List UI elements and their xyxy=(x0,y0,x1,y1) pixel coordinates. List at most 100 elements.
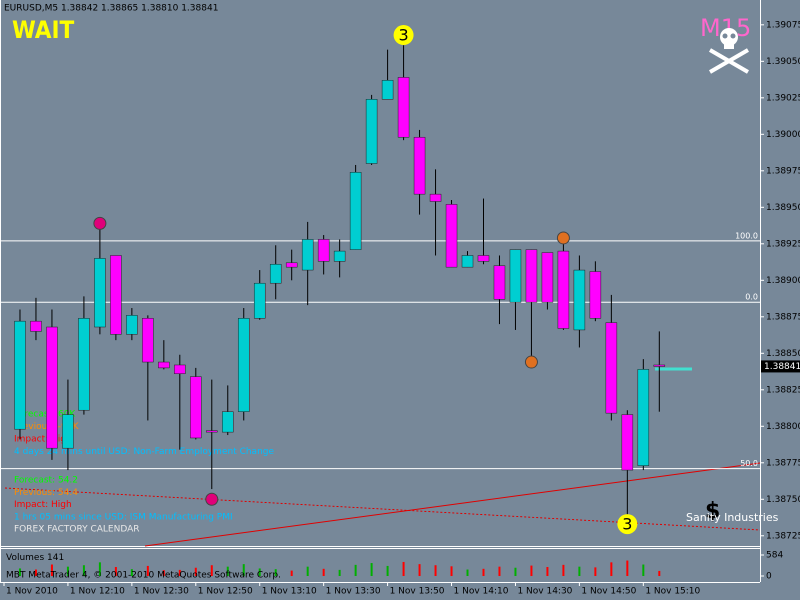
x-tick-label: 1 Nov 14:50 xyxy=(581,587,636,597)
signal-marker xyxy=(524,355,538,369)
candle-body xyxy=(237,318,250,412)
candle-body xyxy=(429,193,442,202)
candle-body xyxy=(253,282,266,319)
candle-body xyxy=(222,411,234,433)
x-tick-label: 1 Nov 13:10 xyxy=(262,587,317,597)
news-text: Impact: High xyxy=(14,500,72,510)
price-box xyxy=(761,360,800,373)
x-tick-label: 1 Nov 14:10 xyxy=(454,587,509,597)
x-tick-label: 1 Nov 14:30 xyxy=(517,587,572,597)
y-tick-label: 1.38975 xyxy=(766,166,800,176)
y-tick-label: 1.38825 xyxy=(766,385,800,395)
x-tick-label: 1 Nov 13:30 xyxy=(326,587,381,597)
news-text: 1 hrs 05 mins since USD: ISM Manufacturi… xyxy=(14,512,233,522)
candle-body xyxy=(477,255,490,262)
x-tick-label: 1 Nov 15:10 xyxy=(645,587,700,597)
news-text: 4 days 24 mins until USD: Non-Farm Emplo… xyxy=(14,447,274,457)
chart-header: EURUSD,M5 1.38842 1.38865 1.38810 1.3884… xyxy=(4,4,218,14)
signal-text: WAIT xyxy=(12,16,74,44)
candle-body xyxy=(317,239,330,262)
candle-body xyxy=(78,318,90,411)
news-text: FOREX FACTORY CALENDAR xyxy=(14,525,140,535)
candle-body xyxy=(461,255,474,268)
skull-icon xyxy=(708,28,750,74)
candle-body xyxy=(46,326,58,449)
y-tick-label: 1.38925 xyxy=(766,239,800,249)
volume-tick-label: 584 xyxy=(766,551,783,561)
news-text: Previous: 54.4 xyxy=(14,488,78,498)
candle-body xyxy=(413,136,426,195)
signal-label: 3 xyxy=(622,515,632,534)
candle-body xyxy=(445,204,458,268)
candle-body xyxy=(349,172,362,250)
candle-body xyxy=(621,414,634,471)
candle-body xyxy=(62,414,74,449)
x-tick-label: 1 Nov 12:50 xyxy=(198,587,253,597)
candle-body xyxy=(637,369,650,466)
y-tick-label: 1.39075 xyxy=(766,20,800,30)
candle-body xyxy=(573,269,586,331)
y-tick-label: 1.39050 xyxy=(766,57,800,67)
x-tick-label: 1 Nov 2010 xyxy=(6,587,58,597)
candle-body xyxy=(493,265,506,300)
candle-body xyxy=(206,430,218,433)
y-tick-label: 1.38850 xyxy=(766,349,800,359)
y-tick-label: 1.39000 xyxy=(766,130,800,140)
candle-body xyxy=(269,263,282,284)
x-tick-label: 1 Nov 12:30 xyxy=(134,587,189,597)
news-text: Impact: High xyxy=(14,435,72,445)
candle-body xyxy=(94,258,106,328)
signal-marker xyxy=(556,231,570,245)
footer: MBT MetaTrader 4, © 2001-2010 MetaQuotes… xyxy=(6,571,281,581)
y-tick-label: 1.38775 xyxy=(766,458,800,468)
candle-body xyxy=(525,249,538,303)
candle-body xyxy=(541,252,554,303)
signal-marker xyxy=(93,216,107,230)
candle-body xyxy=(333,250,346,262)
candle-body xyxy=(30,320,42,332)
y-tick-label: 1.38725 xyxy=(766,531,800,541)
signal-marker xyxy=(617,514,638,535)
plot-layer: 1.39075 1.39050 1.39025 1.39000 1.38975 1.389… xyxy=(0,20,800,597)
candle-body xyxy=(110,255,122,335)
volume-tick-label: 0 xyxy=(766,572,772,582)
candle-body xyxy=(285,262,298,268)
candle-body xyxy=(365,99,378,164)
news-text: Forecast: 54.2 xyxy=(14,476,78,486)
brand-logo: $ xyxy=(705,499,720,524)
y-tick-label: 1.39025 xyxy=(766,93,800,103)
y-tick-label: 1.38875 xyxy=(766,312,800,322)
candle-body xyxy=(158,361,170,369)
y-tick-label: 1.38750 xyxy=(766,495,800,505)
signal-marker xyxy=(393,25,414,46)
y-tick-label: 1.38800 xyxy=(766,422,800,432)
x-tick-label: 1 Nov 12:10 xyxy=(70,587,125,597)
candle-body xyxy=(174,364,186,374)
candle-body xyxy=(301,239,314,271)
candle-body xyxy=(190,376,202,439)
x-tick-label: 1 Nov 13:50 xyxy=(390,587,445,597)
level-label: 0.0 xyxy=(745,293,758,302)
trend-line xyxy=(144,462,761,547)
volume-label: Volumes 141 xyxy=(6,553,64,563)
volume-last: 141 xyxy=(47,553,64,563)
candle-body xyxy=(653,364,666,367)
candle-body xyxy=(126,315,138,335)
y-tick-label: 1.38950 xyxy=(766,203,800,213)
candle-body xyxy=(605,322,618,414)
candle-body xyxy=(509,249,522,303)
candle-body xyxy=(557,250,570,329)
signal-label: 3 xyxy=(398,26,408,45)
brand-text: Sanity Industries xyxy=(686,511,779,524)
candle-body xyxy=(589,271,602,319)
candle-body xyxy=(397,77,410,138)
level-label: 100.0 xyxy=(735,231,758,240)
y-tick-label: 1.38900 xyxy=(766,276,800,286)
candle-body xyxy=(381,80,394,100)
candle-body xyxy=(14,320,26,430)
news-text: Forecast: 60K xyxy=(14,410,76,420)
candle-body xyxy=(142,318,154,363)
price-box-label: 1.38841 xyxy=(764,362,800,372)
